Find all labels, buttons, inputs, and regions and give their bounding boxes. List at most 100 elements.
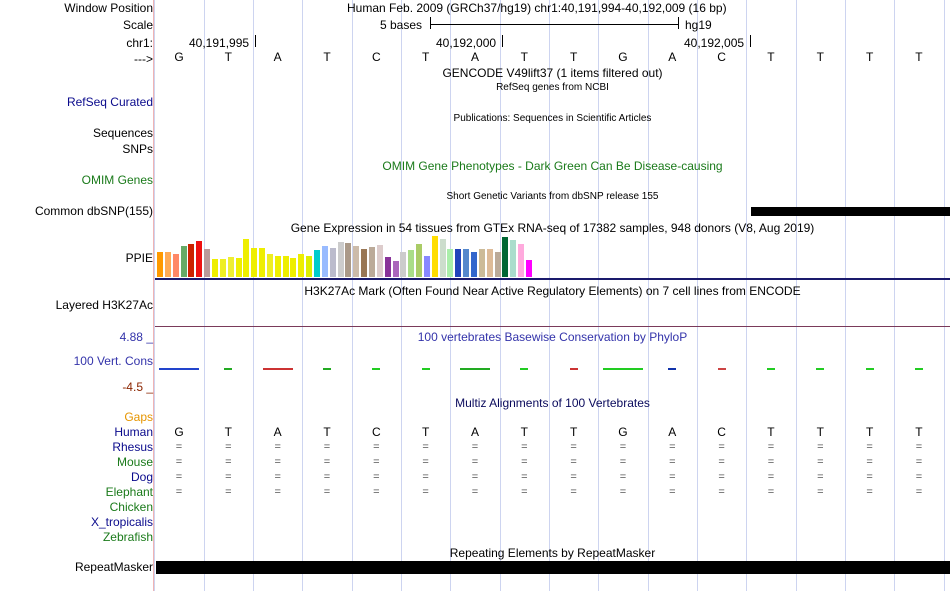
gtex-tissue-bar[interactable]	[306, 256, 312, 277]
gtex-tissue-bar[interactable]	[243, 239, 249, 277]
species-label[interactable]: Mouse	[116, 455, 153, 469]
gtex-tissue-bar[interactable]	[526, 260, 532, 277]
gtex-tissue-bar[interactable]	[338, 242, 344, 277]
gtex-expression-chart[interactable]	[157, 236, 537, 277]
repeatmasker-track-label[interactable]: RepeatMasker	[74, 560, 153, 574]
scale-bar	[430, 24, 678, 25]
alignment-match-mark: =	[915, 456, 923, 468]
base-letter: A	[470, 50, 479, 64]
alignment-match-mark: =	[471, 441, 479, 453]
gtex-tissue-bar[interactable]	[518, 244, 524, 277]
gtex-tissue-bar[interactable]	[188, 244, 194, 277]
human-base-letter: C	[371, 425, 381, 439]
gtex-tissue-bar[interactable]	[220, 259, 226, 277]
gtex-tissue-bar[interactable]	[447, 249, 453, 277]
human-base-letter: T	[569, 425, 578, 439]
phylop-track-label[interactable]: 100 Vert. Cons	[73, 354, 153, 368]
gtex-tissue-bar[interactable]	[400, 252, 406, 277]
gtex-tissue-bar[interactable]	[502, 237, 508, 277]
gtex-tissue-bar[interactable]	[510, 240, 516, 277]
phylop-max-value: 4.88 _	[119, 330, 153, 344]
refseq-track-label[interactable]: RefSeq Curated	[66, 95, 153, 109]
gtex-tissue-bar[interactable]	[361, 249, 367, 277]
gtex-tissue-bar[interactable]	[487, 249, 493, 277]
gtex-tissue-bar[interactable]	[275, 256, 281, 277]
gtex-tissue-bar[interactable]	[377, 245, 383, 277]
gtex-tissue-bar[interactable]	[440, 239, 446, 277]
gtex-tissue-bar[interactable]	[495, 252, 501, 277]
gtex-tissue-bar[interactable]	[228, 257, 234, 277]
base-letter: G	[618, 50, 628, 64]
gtex-tissue-bar[interactable]	[212, 259, 218, 277]
alignment-match-mark: =	[373, 486, 380, 498]
gtex-tissue-bar[interactable]	[290, 258, 296, 277]
coord-2-tick	[502, 35, 503, 47]
base-grid-line	[697, 0, 698, 591]
publications-subtitle: Publications: Sequences in Scientific Ar…	[453, 113, 652, 124]
repeatmasker-feature[interactable]	[156, 561, 950, 574]
base-grid-line	[500, 0, 501, 591]
dbsnp-variant-feature[interactable]	[751, 207, 950, 216]
human-base-letter: T	[224, 425, 232, 439]
species-label[interactable]: Elephant	[105, 485, 153, 499]
alignment-match-mark: =	[619, 456, 627, 468]
species-label[interactable]: X_tropicalis	[90, 515, 153, 529]
gtex-tissue-bar[interactable]	[259, 248, 265, 277]
omim-track-label[interactable]: OMIM Genes	[81, 173, 153, 187]
gtex-tissue-bar[interactable]	[471, 252, 477, 277]
base-grid-line	[352, 0, 353, 591]
gtex-tissue-bar[interactable]	[455, 249, 461, 277]
gtex-tissue-bar[interactable]	[196, 241, 202, 277]
gtex-tissue-bar[interactable]	[345, 243, 351, 277]
base-grid-line	[549, 0, 550, 591]
gtex-tissue-bar[interactable]	[479, 249, 485, 277]
gaps-track-label[interactable]: Gaps	[124, 410, 153, 424]
species-label[interactable]: Dog	[130, 470, 153, 484]
gtex-tissue-bar[interactable]	[408, 250, 414, 277]
species-label[interactable]: Chicken	[109, 500, 153, 514]
alignment-match-mark: =	[718, 471, 725, 483]
gtex-tissue-bar[interactable]	[424, 256, 430, 277]
alignment-match-mark: =	[718, 456, 725, 468]
repeatmasker-track-title: Repeating Elements by RepeatMasker	[449, 546, 656, 560]
gtex-tissue-bar[interactable]	[463, 249, 469, 277]
species-label[interactable]: Human	[114, 425, 153, 439]
gtex-tissue-bar[interactable]	[322, 246, 328, 277]
gtex-tissue-bar[interactable]	[283, 256, 289, 277]
gtex-tissue-bar[interactable]	[330, 248, 336, 277]
gtex-tissue-bar[interactable]	[432, 236, 438, 277]
sequences-track-label[interactable]: Sequences	[92, 126, 153, 140]
gtex-tissue-bar[interactable]	[416, 244, 422, 277]
gtex-tissue-bar[interactable]	[369, 247, 375, 277]
gencode-track-title[interactable]: GENCODE V49lift37 (1 items filtered out)	[442, 66, 663, 80]
gtex-tissue-bar[interactable]	[181, 246, 187, 277]
snps-track-label[interactable]: SNPs	[122, 142, 153, 156]
dbsnp-track-label[interactable]: Common dbSNP(155)	[34, 204, 153, 218]
gtex-tissue-bar[interactable]	[267, 254, 273, 277]
human-base-letter: T	[767, 425, 775, 439]
gtex-tissue-bar[interactable]	[353, 246, 359, 277]
scale-bases-text: 5 bases	[380, 18, 423, 32]
gtex-gene-label[interactable]: PPIE	[125, 251, 153, 265]
species-label[interactable]: Zebrafish	[102, 530, 153, 544]
gtex-tissue-bar[interactable]	[173, 254, 179, 277]
phylop-mark	[323, 368, 331, 370]
gtex-tissue-bar[interactable]	[165, 252, 171, 277]
alignment-match-mark: =	[521, 486, 528, 498]
gtex-tissue-bar[interactable]	[393, 261, 399, 277]
alignment-match-mark: =	[422, 456, 429, 468]
base-grid-line	[253, 0, 254, 591]
alignment-match-mark: =	[175, 456, 183, 468]
gtex-tissue-bar[interactable]	[236, 258, 242, 277]
alignment-match-mark: =	[817, 441, 824, 453]
alignment-match-mark: =	[915, 471, 923, 483]
h3k27ac-track-label[interactable]: Layered H3K27Ac	[55, 298, 153, 312]
species-label[interactable]: Rhesus	[112, 440, 153, 454]
h3k27ac-signal-line	[155, 326, 950, 327]
gtex-tissue-bar[interactable]	[157, 252, 163, 277]
gtex-tissue-bar[interactable]	[298, 254, 304, 277]
gtex-tissue-bar[interactable]	[314, 250, 320, 277]
gtex-tissue-bar[interactable]	[385, 257, 391, 277]
gtex-tissue-bar[interactable]	[204, 249, 210, 277]
gtex-tissue-bar[interactable]	[251, 248, 257, 277]
